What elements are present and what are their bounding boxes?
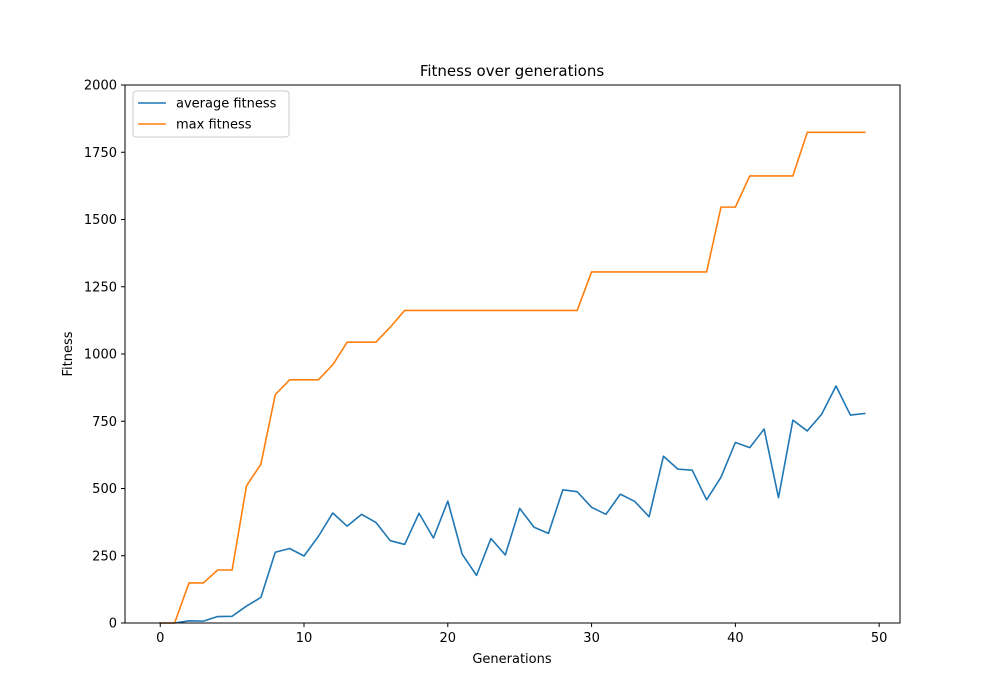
chart-title: Fitness over generations: [420, 62, 605, 80]
y-tick-label: 1000: [84, 348, 117, 363]
y-tick-label: 1500: [84, 213, 117, 228]
y-tick-label: 1750: [84, 146, 117, 161]
y-tick-label: 1250: [84, 280, 117, 295]
series-line-average-fitness: [159, 385, 866, 624]
legend-label: average fitness: [176, 97, 277, 112]
y-tick-label: 0: [109, 617, 117, 632]
series-line-max-fitness: [159, 131, 866, 624]
y-tick-label: 2000: [84, 79, 117, 94]
legend-box: [132, 90, 290, 138]
x-tick-label: 30: [583, 631, 600, 646]
x-tick-label: 0: [156, 631, 164, 646]
y-tick-label: 500: [92, 482, 117, 497]
x-tick-label: 20: [440, 631, 457, 646]
x-tick-label: 50: [871, 631, 888, 646]
y-axis-title: Fitness: [61, 331, 76, 376]
y-tick-label: 250: [92, 549, 117, 564]
x-tick-label: 10: [296, 631, 313, 646]
x-tick-label: 40: [727, 631, 744, 646]
x-axis-title: Generations: [472, 652, 552, 667]
legend-label: max fitness: [176, 118, 252, 133]
y-tick-label: 750: [92, 415, 117, 430]
